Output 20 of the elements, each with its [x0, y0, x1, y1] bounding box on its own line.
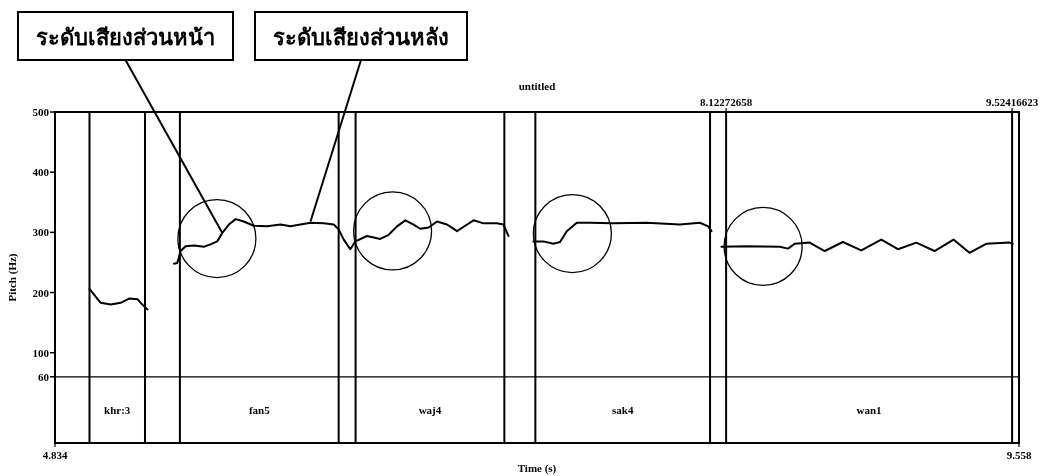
annotation: waj4	[418, 403, 442, 416]
annotation: ระดับเสียงส่วนหน้า	[36, 25, 215, 50]
annotation: ระดับเสียงส่วนหลัง	[273, 25, 449, 50]
y-tick-label: 60	[38, 370, 50, 383]
y-tick-label: 500	[32, 106, 50, 118]
x2-tick-label: 9.52416623	[985, 96, 1039, 108]
y-axis-title: Pitch (Hz)	[6, 253, 19, 302]
annotation: sak4	[612, 403, 634, 416]
y-tick-label: 100	[32, 346, 50, 359]
y-tick-label: 400	[32, 166, 50, 179]
x2-tick-label: 8.12272658	[699, 96, 753, 108]
x-axis-title: Time (s)	[517, 462, 557, 475]
x-tick-label: 9.558	[1006, 449, 1032, 461]
annotation: fan5	[248, 403, 271, 416]
chart-title: untitled	[518, 80, 556, 92]
y-tick-label: 300	[32, 226, 50, 239]
annotation: khr:3	[104, 403, 131, 416]
annotation: wan1	[856, 403, 882, 416]
y-tick-label: 200	[32, 286, 50, 299]
x-tick-label: 4.834	[42, 449, 68, 461]
